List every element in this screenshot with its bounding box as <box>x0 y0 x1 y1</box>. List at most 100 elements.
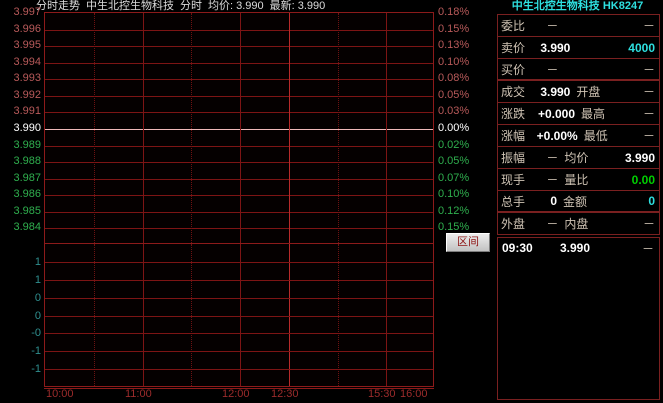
quote-row: 卖价 3.990 4000 <box>498 37 659 59</box>
percent-tick-label: 0.18% <box>438 6 470 18</box>
quote-panel: 中生北控生物科技 HK8247 委比 － － 卖价 3.990 4000 买价 － － 成交 3.9… <box>492 0 663 403</box>
volume-tick-label: 1 <box>34 274 41 286</box>
quote-row-label: 涨幅 <box>501 129 526 143</box>
session-break-line <box>289 13 290 243</box>
tick-list[interactable]: 09:30 3.990 － <box>497 237 660 400</box>
volume-gridline <box>45 351 433 352</box>
time-tick-label: 16:00 <box>400 388 428 400</box>
quote-row-label: 振幅 <box>501 151 526 165</box>
quote-row: 振幅 － 均价 3.990 <box>498 147 659 169</box>
reference-gridline <box>45 129 433 130</box>
time-gridline <box>338 244 339 386</box>
price-gridline <box>45 79 433 80</box>
quote-row-value: － <box>546 151 559 165</box>
percent-tick-label: 0.08% <box>438 72 470 84</box>
percent-tick-label: 0.05% <box>438 89 470 101</box>
percent-tick-label: 0.00% <box>438 122 470 134</box>
volume-gridline <box>45 298 433 299</box>
percent-tick-label: 0.07% <box>438 172 470 184</box>
volume-tick-label: -0 <box>31 327 41 339</box>
time-tick-label: 15:30 <box>368 388 396 400</box>
chart-avg-price: 均价: 3.990 <box>208 0 264 12</box>
price-tick-label: 3.985 <box>13 205 41 217</box>
price-chart-plot[interactable] <box>44 12 434 244</box>
quote-row-value: 3.990 <box>540 84 571 99</box>
price-tick-label: 3.995 <box>13 39 41 51</box>
quote-row-label2: 内盘 <box>564 217 589 231</box>
percent-tick-label: 0.10% <box>438 56 470 68</box>
quote-row: 涨跌 +0.000 最高 － <box>498 103 659 125</box>
price-tick-label: 3.992 <box>13 89 41 101</box>
volume-chart-plot[interactable] <box>44 244 434 387</box>
quote-row-label2: 最高 <box>581 107 606 121</box>
chart-last-price: 最新: 3.990 <box>269 0 326 12</box>
volume-tick-label: -1 <box>31 363 41 375</box>
quote-row-value: +0.00% <box>536 128 578 143</box>
quote-row-value2: － <box>642 107 655 121</box>
price-tick-label: 3.989 <box>13 139 41 151</box>
price-gridline <box>45 228 433 229</box>
price-tick-label: 3.988 <box>13 155 41 167</box>
time-tick-label: 12:00 <box>222 388 250 400</box>
price-tick-label: 3.993 <box>13 72 41 84</box>
quote-row-value: － <box>546 19 559 33</box>
range-button[interactable]: 区间 <box>446 233 490 252</box>
price-tick-label: 3.984 <box>13 221 41 233</box>
price-tick-label: 3.991 <box>13 105 41 117</box>
time-gridline <box>94 244 95 386</box>
quote-row-value2: 4000 <box>628 40 655 55</box>
quote-row-value2: － <box>642 85 655 99</box>
price-gridline <box>45 179 433 180</box>
quote-row: 外盘 － 内盘 － <box>498 213 659 235</box>
quote-row-label: 涨跌 <box>501 107 526 121</box>
time-tick-label: 11:00 <box>125 388 152 400</box>
quote-row: 现手 － 量比 0.00 <box>498 169 659 191</box>
volume-tick-label: 0 <box>34 292 41 304</box>
price-gridline <box>45 63 433 64</box>
price-gridline <box>45 112 433 113</box>
time-gridline <box>191 244 192 386</box>
session-break-line <box>289 244 290 386</box>
quote-row-label: 委比 <box>501 19 526 33</box>
time-tick-label: 10:00 <box>46 388 74 400</box>
time-gridline <box>338 13 339 243</box>
percent-axis-right: 0.18% 0.15% 0.13% 0.10% 0.08% 0.05% 0.03% 0.00%… <box>436 7 492 244</box>
percent-tick-label: 0.12% <box>438 205 470 217</box>
quote-row-label: 买价 <box>501 62 526 77</box>
chart-mode-label: 分时走势 <box>36 0 80 12</box>
chart-stock-name: 中生北控生物科技 <box>86 0 174 12</box>
quote-row-label2: 量比 <box>564 173 589 187</box>
chart-period-label: 分时 <box>180 0 202 12</box>
volume-gridline <box>45 333 433 334</box>
price-gridline <box>45 96 433 97</box>
time-gridline <box>94 13 95 243</box>
quote-row-value2: 0 <box>648 194 655 208</box>
price-gridline <box>45 46 433 47</box>
time-gridline <box>143 244 144 386</box>
time-gridline <box>240 13 241 243</box>
tick-row[interactable]: 09:30 3.990 － <box>498 238 659 258</box>
quote-row: 买价 － － <box>498 59 659 81</box>
quote-row-label2: 金额 <box>563 194 588 209</box>
quote-row: 总手 0 金额 0 <box>498 191 659 213</box>
price-tick-label: 3.996 <box>13 23 41 35</box>
quote-row-value2: － <box>642 129 655 143</box>
time-gridline <box>386 244 387 386</box>
time-gridline <box>191 13 192 243</box>
percent-tick-label: 0.15% <box>438 221 470 233</box>
quote-row-value2: － <box>642 19 655 33</box>
time-tick-label: 12:30 <box>271 388 299 400</box>
price-tick-label: 3.997 <box>13 6 41 18</box>
quote-row-value: 0 <box>550 194 557 208</box>
time-gridline <box>386 13 387 243</box>
quote-row-label2: 最低 <box>583 129 608 143</box>
quote-row-value2: － <box>642 62 655 77</box>
tick-volume: － <box>641 241 654 256</box>
percent-tick-label: 0.03% <box>438 105 470 117</box>
volume-gridline <box>45 262 433 263</box>
volume-tick-label: -1 <box>31 345 41 357</box>
quote-row: 涨幅 +0.00% 最低 － <box>498 125 659 147</box>
price-gridline <box>45 30 433 31</box>
volume-tick-label: 1 <box>34 256 41 268</box>
